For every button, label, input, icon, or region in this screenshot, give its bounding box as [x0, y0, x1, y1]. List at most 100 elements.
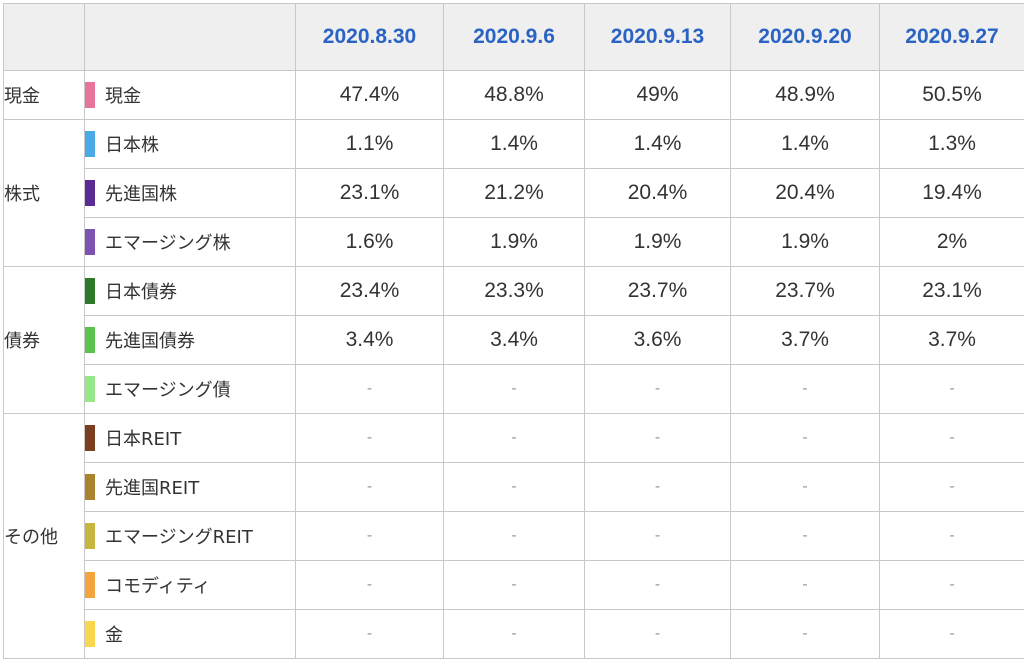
- value-cell: -: [295, 462, 444, 512]
- value-cell: 3.7%: [730, 315, 880, 365]
- asset-cell: 先進国REIT: [84, 462, 296, 512]
- value-cell: -: [584, 364, 731, 414]
- value-cell: 3.6%: [584, 315, 731, 365]
- value-cell: -: [879, 609, 1024, 659]
- table-row: 債券 日本債券 23.4% 23.3% 23.7% 23.7% 23.1%: [3, 266, 1024, 414]
- group-label: その他: [3, 413, 85, 659]
- table-row: 株式 日本株 1.1% 1.4% 1.4% 1.4% 1.3%: [3, 119, 1024, 267]
- value-cell: 23.1%: [879, 266, 1024, 316]
- asset-label: 先進国債券: [105, 331, 195, 352]
- value-cell: 50.5%: [879, 70, 1024, 120]
- value-cell: 19.4%: [879, 168, 1024, 218]
- value-cell: 23.7%: [730, 266, 880, 316]
- value-cell: -: [295, 560, 444, 610]
- value-cell: 1.9%: [584, 217, 731, 267]
- table-header: 2020.8.30 2020.9.6 2020.9.13 2020.9.20 2…: [3, 3, 1024, 71]
- color-swatch: [85, 131, 95, 157]
- value-cell: -: [730, 609, 880, 659]
- color-swatch: [85, 376, 95, 402]
- value-cell: -: [730, 413, 880, 463]
- color-swatch: [85, 229, 95, 255]
- asset-label: エマージング債: [105, 380, 231, 401]
- value-cell: 3.7%: [879, 315, 1024, 365]
- asset-cell: エマージングREIT: [84, 511, 296, 561]
- value-cell: 48.9%: [730, 70, 880, 120]
- color-swatch: [85, 572, 95, 598]
- value-cell: -: [443, 364, 585, 414]
- date-header: 2020.9.27: [879, 3, 1024, 71]
- value-cell: 1.6%: [295, 217, 444, 267]
- value-cell: -: [584, 560, 731, 610]
- asset-label: 先進国REIT: [105, 478, 200, 499]
- value-cell: 23.1%: [295, 168, 444, 218]
- value-cell: 20.4%: [730, 168, 880, 218]
- table-row: 現金 現金 47.4% 48.8% 49% 48.9% 50.5%: [3, 70, 1024, 120]
- asset-cell: 先進国株: [84, 168, 296, 218]
- color-swatch: [85, 425, 95, 451]
- color-swatch: [85, 82, 95, 108]
- date-header: 2020.9.13: [584, 3, 731, 71]
- asset-label: エマージング株: [105, 233, 231, 254]
- value-cell: 49%: [584, 70, 731, 120]
- value-cell: 1.9%: [730, 217, 880, 267]
- value-cell: -: [443, 609, 585, 659]
- table-row: 金-----: [4, 609, 1024, 659]
- value-cell: -: [879, 364, 1024, 414]
- table-row: エマージングREIT - - - - -: [4, 511, 1024, 561]
- table-row: 先進国債券 3.4% 3.4% 3.6% 3.7% 3.7%: [4, 315, 1024, 365]
- value-cell: -: [443, 413, 585, 463]
- value-cell: -: [730, 560, 880, 610]
- value-cell: -: [443, 462, 585, 512]
- value-cell: 21.2%: [443, 168, 585, 218]
- value-cell: 23.4%: [295, 266, 444, 316]
- color-swatch: [85, 523, 95, 549]
- asset-cell: 日本REIT: [84, 413, 296, 463]
- asset-cell: 金: [84, 609, 296, 659]
- group-label: 債券: [3, 266, 85, 414]
- asset-cell: エマージング債: [84, 364, 296, 414]
- value-cell: -: [730, 364, 880, 414]
- color-swatch: [85, 180, 95, 206]
- value-cell: 23.7%: [584, 266, 731, 316]
- value-cell: -: [295, 413, 444, 463]
- asset-label: 日本株: [105, 135, 159, 156]
- value-cell: -: [879, 413, 1024, 463]
- value-cell: -: [879, 462, 1024, 512]
- value-cell: -: [879, 511, 1024, 561]
- color-swatch: [85, 327, 95, 353]
- asset-cell: 日本株: [84, 119, 296, 169]
- value-cell: 1.4%: [584, 119, 731, 169]
- date-header: 2020.9.20: [730, 3, 880, 71]
- value-cell: 47.4%: [295, 70, 444, 120]
- group-label: 現金: [3, 70, 85, 120]
- value-cell: 3.4%: [295, 315, 444, 365]
- value-cell: -: [730, 462, 880, 512]
- header-corner-group: [3, 3, 85, 71]
- value-cell: -: [584, 413, 731, 463]
- value-cell: 48.8%: [443, 70, 585, 120]
- asset-cell: 日本債券: [84, 266, 296, 316]
- value-cell: 23.3%: [443, 266, 585, 316]
- date-header: 2020.8.30: [295, 3, 444, 71]
- asset-cell: コモディティ: [84, 560, 296, 610]
- header-row: 2020.8.30 2020.9.6 2020.9.13 2020.9.20 2…: [3, 3, 1024, 71]
- color-swatch: [85, 621, 95, 647]
- value-cell: -: [295, 364, 444, 414]
- allocation-table: 2020.8.30 2020.9.6 2020.9.13 2020.9.20 2…: [3, 3, 1024, 659]
- value-cell: 1.1%: [295, 119, 444, 169]
- table-row: エマージング株 1.6% 1.9% 1.9% 1.9% 2%: [4, 217, 1024, 267]
- color-swatch: [85, 474, 95, 500]
- asset-label: 現金: [105, 86, 141, 107]
- asset-label: エマージングREIT: [105, 527, 253, 548]
- value-cell: -: [295, 609, 444, 659]
- asset-label: コモディティ: [105, 576, 211, 597]
- table-body: 現金 現金 47.4% 48.8% 49% 48.9% 50.5% 株式 日本株 1.1% 1.4%…: [3, 70, 1024, 659]
- table-row: エマージング債 - - - - -: [4, 364, 1024, 414]
- value-cell: -: [443, 511, 585, 561]
- color-swatch: [85, 278, 95, 304]
- table-row: 先進国株 23.1% 21.2% 20.4% 20.4% 19.4%: [4, 168, 1024, 218]
- date-header: 2020.9.6: [443, 3, 585, 71]
- table-row: その他 日本REIT - - - - -: [3, 413, 1024, 659]
- value-cell: 1.4%: [730, 119, 880, 169]
- value-cell: 1.4%: [443, 119, 585, 169]
